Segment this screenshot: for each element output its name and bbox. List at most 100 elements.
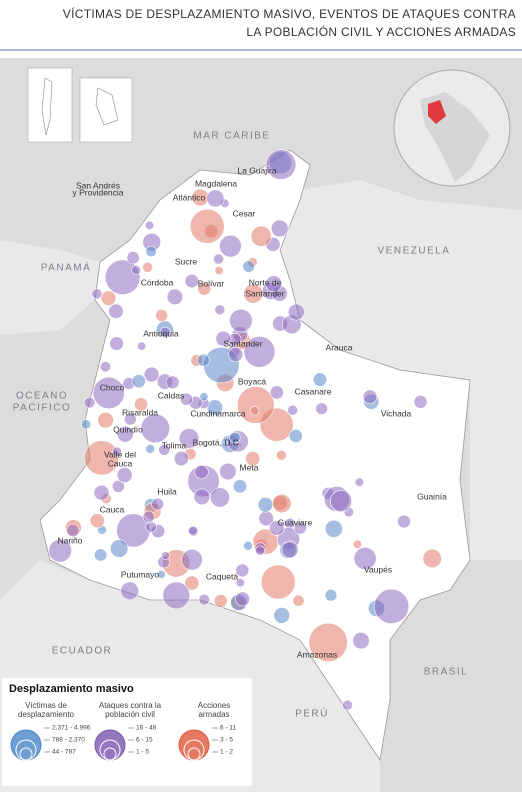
bubble [265,275,283,293]
bubble [257,497,274,513]
bubble [214,266,224,276]
bubble [397,514,411,529]
place-label: Cauca [100,504,125,514]
bubble [189,208,225,244]
bubble [270,219,289,238]
bubble [354,477,365,487]
legend-group-title: armadas [198,710,229,719]
title-line: VÍCTIMAS DE DESPLAZAMIENTO MASIVO, EVENT… [63,6,516,21]
bubble [181,549,203,571]
place-label: y Providencia [72,187,123,197]
place-label: Vaupés [364,564,392,574]
globe-colombia [428,100,446,124]
bubble [116,467,133,483]
bubble [134,397,149,412]
bubble [269,385,284,400]
bubbles [48,149,442,711]
bubble [81,419,92,430]
bubble [312,372,328,387]
place-label: Córdoba [141,277,174,287]
bubble [104,259,141,295]
island [95,87,119,126]
legend-item: 2.371 - 4.996 [52,725,91,732]
legend-circle [103,747,117,761]
bubble [110,539,129,558]
place-label: Bogotá, D.C. [193,437,242,447]
legend-group-title: población civil [105,710,155,719]
bubble [197,282,211,296]
legend-item: 1 - 5 [136,749,149,756]
bubble [180,392,193,406]
bubble [131,374,146,389]
legend-group-title: Ataques contra la [99,701,162,710]
bubble [159,326,171,338]
place-label: Caldas [158,390,184,400]
bubble [145,521,157,533]
bubble [162,581,191,610]
bubble [100,290,117,306]
bubble [324,519,343,538]
place-label: San Andrés [76,180,120,190]
bubble [243,540,253,551]
bubble [260,564,296,600]
bubble [111,479,125,493]
place-label: Quindío [113,424,143,434]
bubble [157,570,166,579]
bubble [145,245,157,258]
bubble [165,375,180,390]
bubble [422,548,442,569]
island [41,77,53,136]
bubble [308,622,348,662]
bubble [242,260,255,273]
legend-item: 1 - 2 [220,749,233,756]
place-label: Nariño [57,535,82,545]
bubble [269,520,285,536]
bubble [243,283,264,304]
bubble [161,551,170,560]
legend-circle [178,729,210,761]
bubble [198,593,210,606]
bubble [219,462,237,481]
bubble [324,589,338,602]
bubble [112,446,123,457]
legend-group-title: desplazamiento [18,710,75,719]
bubble [214,304,226,316]
sea-label: PACIFICO [13,403,71,414]
bubble [188,525,198,536]
bubble [229,431,241,444]
place-label: Arauca [326,342,353,352]
bubble [145,444,155,454]
bubble [235,578,245,588]
legend-item: 6 - 11 [220,725,237,732]
bubble [99,361,111,373]
bubble [330,490,353,513]
bubble [209,487,230,508]
bubble [342,699,353,711]
bubble [236,386,275,424]
bubble [120,581,139,601]
bubble [213,253,224,265]
bubble [84,440,120,476]
bubble [142,261,153,273]
place-label: Tolima [162,440,187,450]
legend-group-title: Acciones [198,701,230,710]
bubble [173,451,189,467]
bubble [353,547,377,570]
place-label: Antioquia [143,328,179,338]
bubble [184,273,199,289]
place-label: Norte de [249,277,282,287]
bubble [126,251,140,265]
sea-label: OCEANO [16,391,68,402]
bubble [144,220,155,230]
place-label: Chocó [100,382,125,392]
place-label: Caquetá [206,571,238,581]
bubble [137,341,147,351]
sea-label: ECUADOR [52,646,113,657]
bubble [89,513,105,529]
bubble [315,402,328,415]
bubble [66,523,80,538]
bubble [352,539,363,549]
place-label: Guainía [417,491,447,501]
bubble [229,308,253,333]
